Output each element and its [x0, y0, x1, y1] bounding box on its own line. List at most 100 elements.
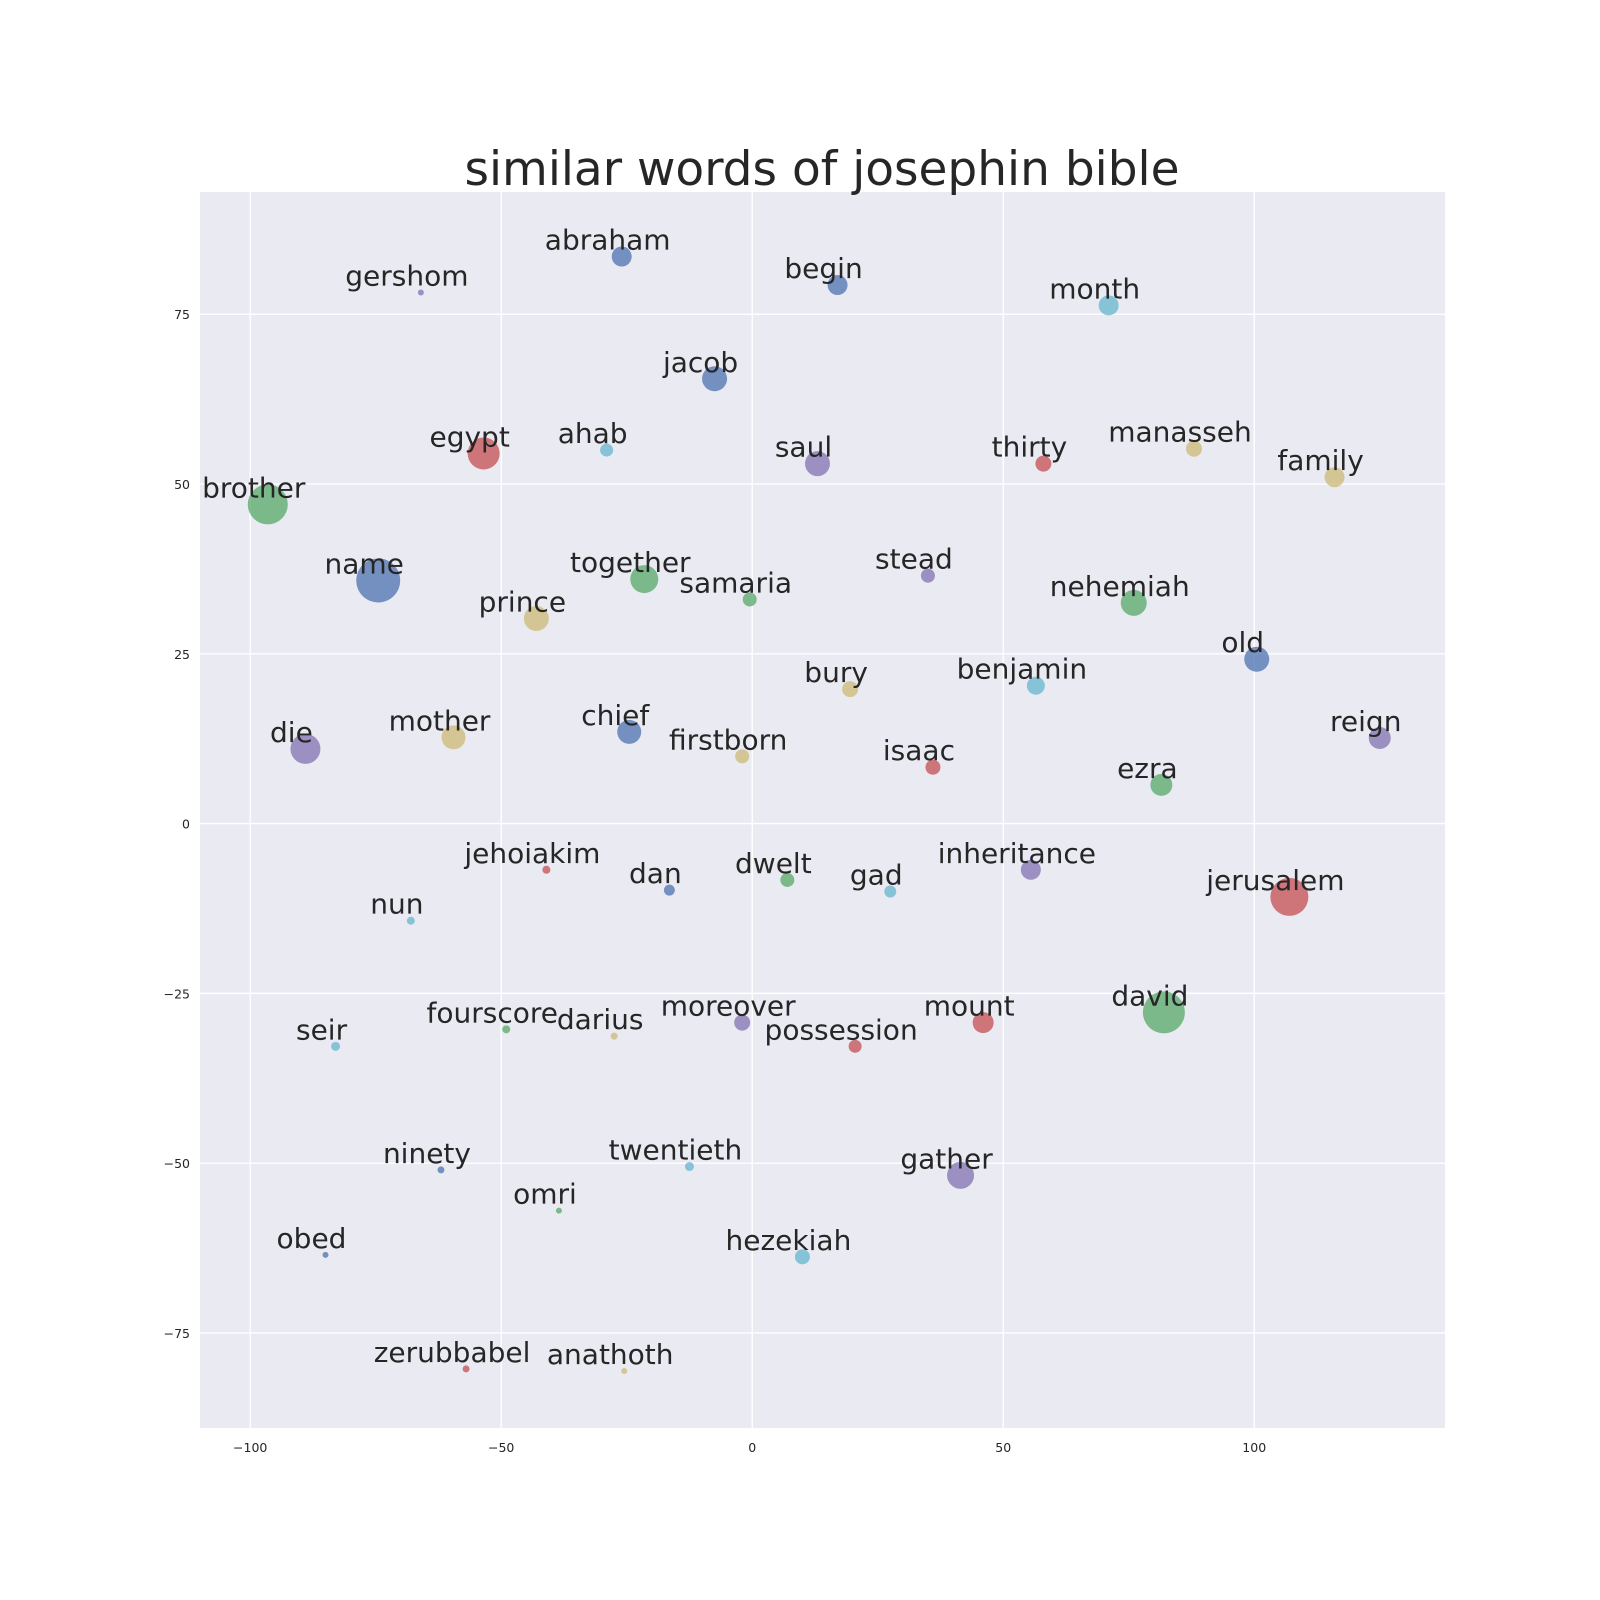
x-tick-label: 0 [748, 1440, 756, 1455]
point-die [290, 733, 321, 764]
y-tick-label: −75 [164, 1326, 190, 1341]
point-label-jerusalem: jerusalem [1205, 864, 1344, 897]
point-gather [947, 1161, 975, 1189]
point-label-jehoiakim: jehoiakim [463, 837, 600, 870]
point-firstborn [735, 749, 750, 764]
point-label-obed: obed [277, 1222, 347, 1255]
point-name [356, 558, 401, 603]
point-label-david: david [1111, 979, 1188, 1012]
point-label-gad: gad [850, 858, 903, 891]
x-tick-label: 50 [995, 1440, 1011, 1455]
point-dwelt [780, 872, 795, 887]
point-label-name: name [325, 547, 404, 580]
point-family [1324, 467, 1345, 488]
plot-area [200, 192, 1445, 1428]
point-begin [827, 275, 848, 296]
point-label-chief: chief [581, 699, 650, 732]
point-ninety [437, 1166, 445, 1174]
point-gershom [417, 289, 424, 296]
point-label-together: together [570, 546, 691, 579]
y-tick-label: 50 [174, 477, 190, 492]
point-label-gershom: gershom [345, 260, 468, 293]
point-labels: abraham gershom begin month jacob egypt ahab sa… [202, 224, 1401, 1371]
point-label-samaria: samaria [679, 566, 792, 599]
y-tick-label: 0 [182, 817, 190, 832]
point-label-nehemiah: nehemiah [1050, 570, 1190, 603]
point-label-zerubbabel: zerubbabel [374, 1336, 531, 1369]
point-label-gather: gather [900, 1142, 993, 1175]
point-david [1142, 991, 1185, 1034]
point-jerusalem [1270, 877, 1309, 916]
point-darius [610, 1032, 618, 1040]
point-label-omri: omri [513, 1178, 577, 1211]
point-label-benjamin: benjamin [957, 653, 1087, 686]
point-isaac [925, 759, 941, 775]
x-tick-label: −50 [488, 1440, 514, 1455]
point-label-mother: mother [389, 704, 491, 737]
point-label-manasseh: manasseh [1108, 416, 1252, 449]
point-label-ezra: ezra [1117, 752, 1178, 785]
point-reign [1368, 727, 1391, 750]
point-thirty [1035, 455, 1052, 472]
y-tick-label: −25 [164, 986, 190, 1001]
point-saul [804, 451, 830, 477]
point-abraham [611, 246, 632, 267]
point-nehemiah [1120, 589, 1147, 616]
point-label-old: old [1221, 626, 1264, 659]
point-dan [663, 884, 675, 896]
point-label-saul: saul [775, 431, 832, 464]
point-label-isaac: isaac [883, 734, 955, 767]
y-tick-label: −50 [164, 1156, 190, 1171]
point-twentieth [684, 1162, 694, 1172]
point-omri [555, 1207, 562, 1214]
point-ahab [600, 443, 614, 457]
point-jacob [702, 366, 728, 392]
point-label-prince: prince [479, 585, 566, 618]
point-label-abraham: abraham [545, 224, 671, 257]
point-mother [441, 725, 466, 750]
point-samaria [742, 592, 757, 607]
y-tick-label: 75 [174, 307, 190, 322]
point-nun [406, 916, 415, 925]
point-label-mount: mount [924, 990, 1015, 1023]
point-stead [920, 568, 935, 583]
point-hezekiah [794, 1249, 810, 1265]
point-together [630, 565, 659, 594]
y-tick-label: 25 [174, 647, 190, 662]
point-fourscore [502, 1025, 511, 1034]
point-inheritance [1020, 859, 1041, 880]
point-possession [848, 1039, 862, 1053]
tick-labels: −100 −50 0 50 100 −75 −50 −25 0 25 50 75 [164, 307, 1267, 1455]
point-obed [322, 1251, 329, 1258]
point-benjamin [1026, 676, 1045, 695]
point-ezra [1150, 773, 1173, 796]
point-label-ahab: ahab [558, 417, 628, 450]
point-egypt [467, 437, 500, 470]
x-tick-label: −100 [233, 1440, 267, 1455]
point-label-stead: stead [875, 543, 953, 576]
point-old [1244, 646, 1270, 672]
point-label-anathoth: anathoth [547, 1338, 674, 1371]
point-label-dan: dan [629, 857, 682, 890]
x-tick-label: 100 [1242, 1440, 1266, 1455]
point-manasseh [1185, 440, 1202, 457]
point-label-inheritance: inheritance [938, 837, 1096, 870]
point-label-seir: seir [296, 1013, 348, 1046]
point-label-twentieth: twentieth [609, 1134, 743, 1167]
point-seir [331, 1041, 341, 1051]
point-mount [972, 1012, 994, 1034]
chart-title: similar words of josephin bible [464, 142, 1179, 197]
point-label-nun: nun [370, 888, 423, 921]
point-gad [884, 885, 897, 898]
point-label-possession: possession [765, 1013, 918, 1046]
point-label-begin: begin [784, 252, 862, 285]
point-bury [842, 681, 859, 698]
point-moreover [734, 1014, 751, 1031]
point-label-bury: bury [804, 656, 868, 689]
gridlines [200, 192, 1445, 1428]
point-label-dwelt: dwelt [735, 847, 812, 880]
point-chief [617, 719, 642, 744]
point-jehoiakim [542, 865, 551, 874]
point-prince [523, 605, 549, 631]
